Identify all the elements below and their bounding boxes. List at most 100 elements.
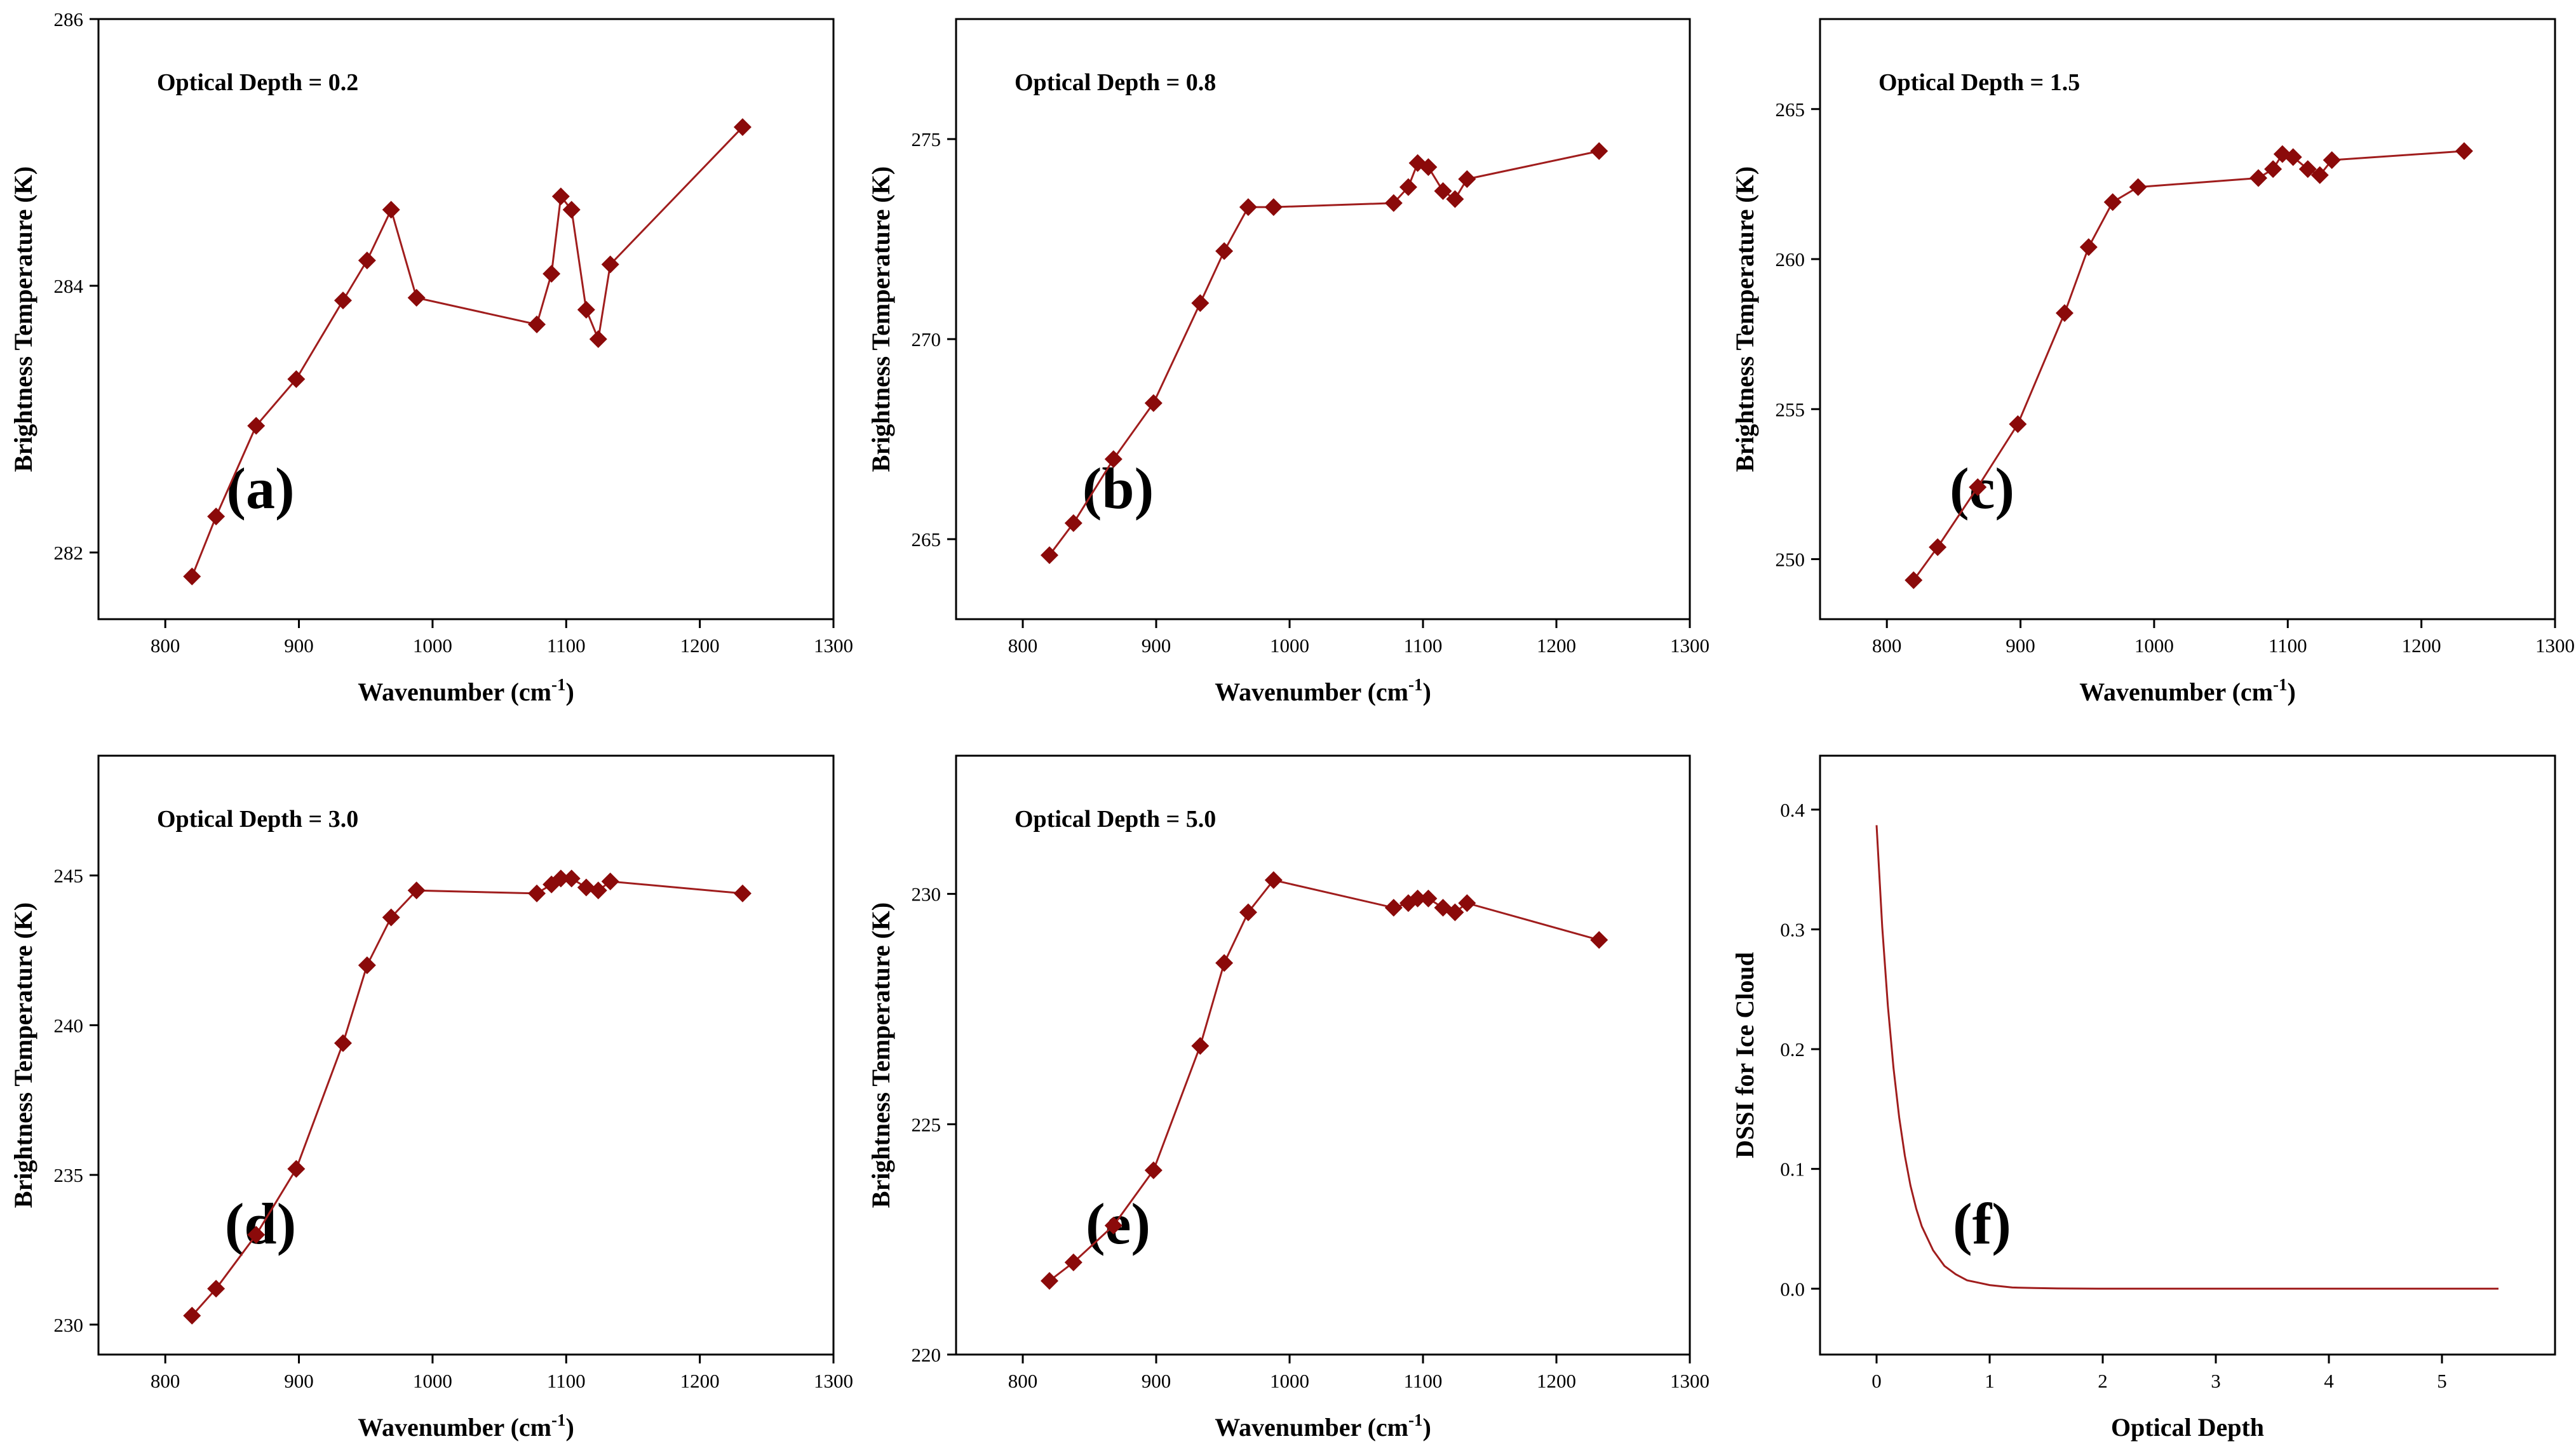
data-point-marker xyxy=(1104,450,1123,468)
data-point-marker xyxy=(543,265,561,283)
x-tick-label: 1300 xyxy=(814,634,853,657)
y-tick-label: 230 xyxy=(912,883,941,906)
x-tick-label: 800 xyxy=(1008,1370,1038,1392)
data-point-marker xyxy=(334,291,352,310)
chart-panel-5: 800 900 1000 1100 1200 1300 220 225 230 Wavenumbe… xyxy=(867,754,1709,1442)
y-tick-label: 275 xyxy=(912,128,941,151)
y-tick-label: 265 xyxy=(1776,98,1805,121)
x-tick-label: 4 xyxy=(2324,1370,2334,1392)
x-tick-label: 1100 xyxy=(547,634,586,657)
y-tick-label: 286 xyxy=(54,8,84,30)
x-tick-label: 1000 xyxy=(413,634,452,657)
optical-depth-annotation: Optical Depth = 0.8 xyxy=(1015,69,1216,96)
y-tick-label: 0.3 xyxy=(1780,918,1805,941)
y-axis-title: Brightness Temperature (K) xyxy=(1730,166,1759,472)
data-point-marker xyxy=(1041,1271,1058,1290)
x-tick-label: 900 xyxy=(284,1370,314,1392)
y-tick-label: 270 xyxy=(912,328,941,351)
data-point-marker xyxy=(1041,546,1058,565)
data-point-marker xyxy=(1239,903,1257,921)
y-tick-label: 225 xyxy=(912,1113,941,1135)
data-point-marker xyxy=(358,956,376,975)
y-axis-title: Brightness Temperature (K) xyxy=(9,902,37,1208)
data-point-marker xyxy=(527,315,546,333)
data-point-marker xyxy=(183,567,201,586)
data-point-marker xyxy=(577,878,595,897)
series-line xyxy=(191,126,744,577)
data-point-marker xyxy=(1144,394,1163,412)
data-point-marker xyxy=(2298,160,2317,178)
data-point-marker xyxy=(2310,166,2329,184)
plot-frame xyxy=(1819,754,2556,1356)
x-tick-label: 800 xyxy=(151,1370,180,1392)
data-point-marker xyxy=(1399,178,1417,196)
data-point-marker xyxy=(1064,1253,1082,1271)
data-point-marker xyxy=(562,201,581,219)
y-tick-label: 250 xyxy=(1776,549,1805,571)
data-point-marker xyxy=(1191,1036,1210,1055)
data-point-marker xyxy=(247,1226,266,1244)
data-point-marker xyxy=(2249,169,2267,187)
panel-label: (f) xyxy=(1953,1191,2011,1256)
y-axis-title: DSSI for Ice Cloud xyxy=(1730,952,1759,1158)
data-point-marker xyxy=(1458,170,1476,188)
plot-frame xyxy=(97,754,835,1356)
x-tick-label: 1000 xyxy=(2134,634,2174,657)
y-tick-label: 284 xyxy=(54,275,84,297)
data-point-marker xyxy=(207,1280,226,1298)
x-tick-label: 900 xyxy=(1142,634,1171,657)
data-point-marker xyxy=(551,187,570,206)
data-point-marker xyxy=(1905,571,1923,589)
x-axis-title: Optical Depth xyxy=(2111,1413,2264,1442)
data-point-marker xyxy=(1590,142,1608,160)
data-point-marker xyxy=(1264,198,1283,217)
x-tick-label: 1200 xyxy=(2402,634,2441,657)
data-point-marker xyxy=(1104,1216,1123,1235)
x-tick-label: 1000 xyxy=(413,1370,452,1392)
x-axis-title: Wavenumber (cm-1) xyxy=(1215,675,1431,706)
x-tick-label: 1300 xyxy=(2535,634,2575,657)
plot-frame xyxy=(97,18,835,620)
x-axis-title: Wavenumber (cm-1) xyxy=(358,675,574,706)
x-tick-label: 1300 xyxy=(1670,634,1709,657)
data-point-marker xyxy=(2455,142,2473,160)
data-point-marker xyxy=(1408,889,1427,907)
data-point-marker xyxy=(407,288,426,307)
data-point-marker xyxy=(382,908,400,927)
series-line xyxy=(1875,825,2498,1290)
x-tick-label: 1200 xyxy=(680,1370,720,1392)
x-tick-label: 1100 xyxy=(547,1370,586,1392)
x-tick-label: 800 xyxy=(1008,634,1038,657)
x-tick-label: 0 xyxy=(1871,1370,1882,1392)
x-tick-label: 1200 xyxy=(1537,634,1576,657)
plot-frame xyxy=(955,18,1691,620)
data-point-marker xyxy=(1434,182,1452,200)
y-tick-label: 230 xyxy=(54,1314,84,1336)
x-axis-title: Wavenumber (cm-1) xyxy=(1215,1410,1431,1442)
chart-panel-4: 800 900 1000 1100 1200 1300 230 235 240 245 Wavenu… xyxy=(9,754,853,1442)
data-point-marker xyxy=(1215,242,1234,260)
x-tick-label: 1300 xyxy=(1670,1370,1709,1392)
data-point-marker xyxy=(1446,903,1464,921)
y-tick-label: 240 xyxy=(54,1014,84,1036)
chart-panel-3: 800 900 1000 1100 1200 1300 250 255 260 265 Wavenu… xyxy=(1730,18,2575,706)
data-point-marker xyxy=(287,1160,306,1178)
panel-label: (a) xyxy=(226,456,294,521)
data-point-marker xyxy=(183,1306,201,1325)
data-point-marker xyxy=(527,884,546,902)
x-tick-label: 1 xyxy=(1985,1370,1995,1392)
x-tick-label: 1000 xyxy=(1270,634,1309,657)
data-point-marker xyxy=(334,1034,352,1052)
data-point-marker xyxy=(1929,538,1947,556)
chart-panel-2: 800 900 1000 1100 1200 1300 265 270 275 Wavenumbe… xyxy=(867,18,1709,706)
data-point-marker xyxy=(1064,514,1082,532)
data-point-marker xyxy=(601,255,619,274)
data-point-marker xyxy=(382,201,400,219)
series-line xyxy=(1048,150,1600,556)
data-point-marker xyxy=(1458,894,1476,913)
data-point-marker xyxy=(1264,871,1283,889)
panel-label: (b) xyxy=(1082,456,1154,521)
x-tick-label: 1200 xyxy=(680,634,720,657)
y-axis-title: Brightness Temperature (K) xyxy=(9,166,37,472)
data-point-marker xyxy=(1969,478,1987,497)
